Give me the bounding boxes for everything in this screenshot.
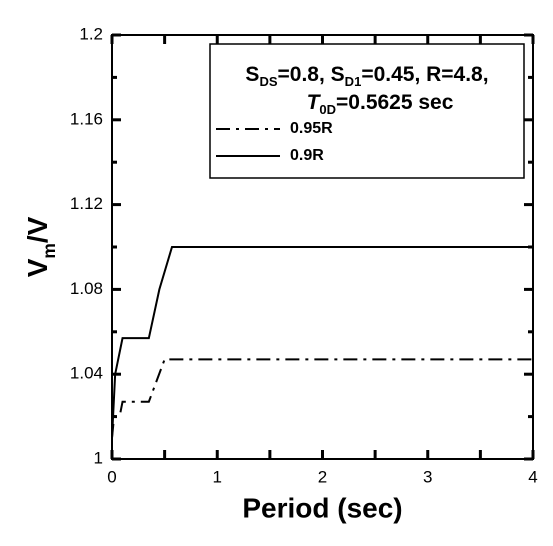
text-segment: D1	[345, 74, 362, 89]
text-segment: 0D	[319, 102, 336, 117]
text-segment: =0.45, R=4.8,	[361, 63, 488, 86]
legend-label: 0.95R	[290, 120, 333, 137]
annotation-line: T0D=0.5625 sec	[307, 91, 454, 117]
text-segment: DS	[259, 74, 277, 89]
x-tick-label: 4	[528, 467, 537, 486]
y-tick-label: 1.12	[70, 194, 103, 213]
x-tick-label: 2	[318, 467, 327, 486]
series-line	[111, 246, 533, 438]
y-axis-label: Vm/V	[22, 216, 58, 277]
annotation-line: SDS=0.8, SD1=0.45, R=4.8,	[245, 63, 488, 89]
legend-label: 0.9R	[290, 147, 324, 164]
text-segment: T	[307, 91, 322, 114]
text-segment: m	[39, 243, 59, 258]
x-axis-label: Period (sec)	[242, 492, 402, 523]
x-tick-label: 1	[213, 467, 222, 486]
text-segment: /V	[22, 216, 53, 243]
y-tick-label: 1.04	[70, 364, 103, 383]
y-tick-label: 1.08	[70, 279, 103, 298]
y-tick-label: 1.2	[79, 24, 103, 43]
x-tick-label: 3	[423, 467, 432, 486]
text-segment: =0.8, S	[278, 63, 345, 86]
series-line	[111, 358, 533, 438]
y-tick-label: 1	[94, 448, 103, 467]
y-tick-label: 1.16	[70, 109, 103, 128]
text-segment: V	[22, 258, 53, 277]
text-segment: =0.5625 sec	[336, 91, 454, 114]
text-segment: S	[245, 63, 259, 86]
x-tick-label: 0	[107, 467, 116, 486]
